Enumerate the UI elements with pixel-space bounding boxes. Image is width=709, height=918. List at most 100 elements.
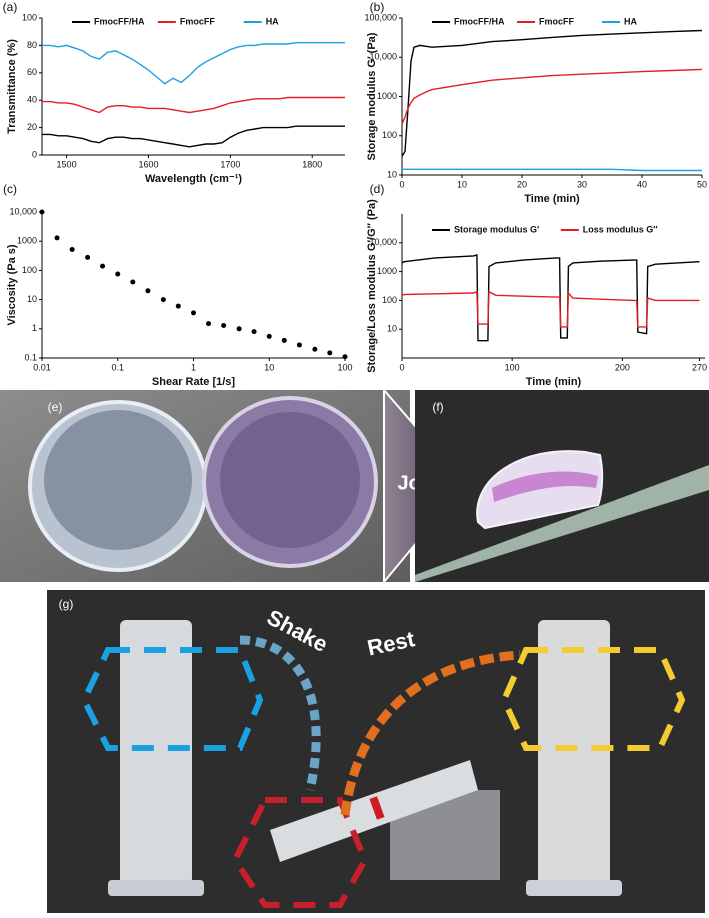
x-tick-label: 40: [637, 179, 647, 189]
y-tick-label: 40: [27, 95, 37, 105]
x-tick-label: 30: [577, 179, 587, 189]
legend-label: Loss modulus G″: [583, 224, 659, 234]
data-point: [69, 246, 75, 252]
legend-label: FmocFF: [539, 16, 575, 26]
data-point: [85, 254, 91, 260]
legend-label: FmocFF/HA: [454, 16, 505, 26]
chart: (b)0 10 20 30 40 5010100100010,000100,000Time…: [364, 0, 707, 205]
data-point: [327, 350, 333, 356]
hydrogel-texture: [220, 412, 360, 548]
series-line: [42, 42, 345, 85]
chart: (c)0.01 0.1 1 10 1000.1110100100010,000Shear…: [3, 182, 353, 388]
data-point: [100, 263, 106, 269]
y-tick-label: 80: [27, 40, 37, 50]
data-point: [342, 354, 348, 360]
x-tick-label: 50: [697, 179, 707, 189]
data-point: [175, 303, 181, 309]
rest-arc: [340, 650, 521, 816]
panel-label: (e): [48, 400, 63, 414]
data-point: [221, 322, 227, 328]
y-tick-label: 10: [387, 169, 397, 179]
series-line: [401, 68, 703, 125]
x-tick-label: 200: [615, 362, 630, 372]
hydrogel-pink: [492, 471, 598, 502]
data-point: [130, 279, 136, 285]
x-tick-label: 1700: [220, 159, 240, 169]
x-tick-label: 100: [337, 362, 352, 372]
data-point: [39, 209, 45, 215]
x-tick-label: 20: [517, 179, 527, 189]
data-point: [251, 329, 257, 335]
x-tick-label: 10: [457, 179, 467, 189]
x-axis-label: Time (min): [526, 376, 582, 388]
legend-label: HA: [624, 16, 637, 26]
y-tick-label: 10: [387, 324, 397, 334]
series-line: [42, 96, 345, 114]
y-tick-label: 10,000: [9, 206, 37, 216]
tube: [120, 620, 192, 885]
y-tick-label: 100,000: [364, 12, 397, 22]
legend-label: FmocFF/HA: [94, 16, 145, 26]
x-axis-label: Time (min): [524, 193, 580, 205]
x-tick-label: 100: [505, 362, 520, 372]
y-tick-label: 0: [32, 149, 37, 159]
tube-cap: [108, 880, 204, 896]
y-axis-label: Transmittance (%): [6, 39, 18, 134]
y-tick-label: 1000: [377, 266, 397, 276]
shake-arc: [239, 635, 321, 791]
glass-slide: [415, 465, 709, 582]
tube-cap: [526, 880, 622, 896]
data-point: [191, 310, 196, 316]
x-tick-label: 0.1: [111, 362, 124, 372]
series-line: [402, 168, 702, 172]
x-tick-label: 10: [264, 362, 274, 372]
tube: [538, 620, 610, 885]
y-axis-label: Storage modulus G′ (Pa): [366, 32, 378, 160]
series-line: [42, 125, 345, 148]
hydrogel-texture: [44, 410, 192, 550]
x-tick-label: 1600: [138, 159, 158, 169]
y-tick-label: 10,000: [369, 52, 397, 62]
x-tick-label: 1500: [57, 159, 77, 169]
series-line: [401, 253, 700, 342]
data-point: [54, 235, 60, 241]
data-point: [115, 271, 121, 277]
data-point: [312, 346, 318, 352]
x-tick-label: 1: [191, 362, 196, 372]
panel-label: (a): [3, 0, 18, 14]
y-tick-label: 10: [27, 294, 37, 304]
data-point: [160, 297, 166, 303]
chart: (a) 1500 1600 1700 1800 0 20 40 60 80 100 Wavelengt…: [3, 0, 345, 185]
data-point: [145, 288, 151, 294]
data-point: [236, 326, 242, 332]
x-axis-label: Wavelength (cm⁻¹): [145, 173, 242, 185]
hexagon-red: [231, 797, 369, 908]
y-tick-label: 20: [27, 122, 37, 132]
x-tick-label: 0.01: [33, 362, 51, 372]
y-tick-label: 100: [382, 295, 397, 305]
data-point: [266, 333, 272, 339]
y-tick-label: 1: [32, 323, 37, 333]
data-point: [296, 342, 302, 348]
legend-label: FmocFF: [180, 16, 216, 26]
photo-e: Join (e): [0, 387, 467, 585]
panel-label: (d): [370, 182, 385, 196]
x-tick-label: 1800: [302, 159, 322, 169]
x-tick-label: 0: [399, 179, 404, 189]
y-tick-label: 1000: [17, 236, 37, 246]
series-line: [401, 29, 703, 157]
y-axis-label: Storage/Loss modulus G′/G″ (Pa): [366, 199, 378, 373]
y-tick-label: 100: [22, 265, 37, 275]
y-tick-label: 100: [22, 12, 37, 22]
data-point: [206, 321, 212, 327]
marker: [369, 796, 385, 820]
y-tick-label: 10,000: [369, 237, 397, 247]
panel-label: (c): [3, 182, 17, 196]
y-tick-label: 0.1: [24, 352, 37, 362]
x-tick-label: 0: [399, 362, 404, 372]
x-axis-label: Shear Rate [1/s]: [152, 376, 235, 388]
hexagon-blue: [80, 647, 264, 751]
photo-f: (f): [415, 390, 709, 582]
joined-hydrogel: [476, 450, 604, 530]
